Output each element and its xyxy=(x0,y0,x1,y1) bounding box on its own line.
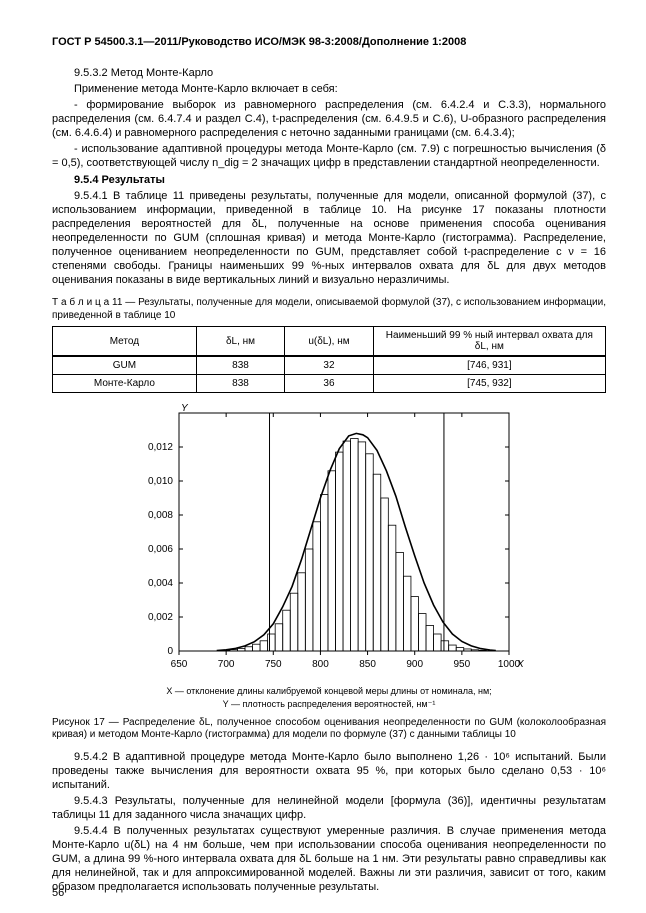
distribution-chart: 650700750800850900950100000,0020,0040,00… xyxy=(129,401,529,681)
axis-caption-y: Y — плотность распределения вероятностей… xyxy=(52,699,606,710)
col-method: Метод xyxy=(53,327,197,357)
cell: 32 xyxy=(285,356,373,375)
svg-text:950: 950 xyxy=(454,659,471,670)
body-text: 9.5.4.1 В таблице 11 приведены результат… xyxy=(52,189,606,288)
figure-caption: Рисунок 17 — Распределение δL, полученно… xyxy=(52,717,606,742)
table-caption: Т а б л и ц а 11 — Результаты, полученны… xyxy=(52,297,606,322)
table-row: GUM 838 32 [746, 931] xyxy=(53,356,606,375)
table-row: Монте-Карло 838 36 [745, 932] xyxy=(53,375,606,393)
body-text: 9.5.4.3 Результаты, полученные для нелин… xyxy=(52,794,606,822)
cell: 36 xyxy=(285,375,373,393)
page-number: 56 xyxy=(52,887,64,899)
body-text: - формирование выборок из равномерного р… xyxy=(52,98,606,140)
svg-text:Y: Y xyxy=(181,403,189,414)
svg-text:0,004: 0,004 xyxy=(148,578,173,589)
col-dl: δL, нм xyxy=(196,327,284,357)
svg-text:0,012: 0,012 xyxy=(148,442,173,453)
body-text: 9.5.4.2 В адаптивной процедуре метода Мо… xyxy=(52,750,606,792)
cell: Монте-Карло xyxy=(53,375,197,393)
svg-text:750: 750 xyxy=(265,659,282,670)
results-table: Метод δL, нм u(δL), нм Наименьший 99 % н… xyxy=(52,326,606,393)
axis-caption-x: X — отклонение длины калибруемой концево… xyxy=(52,686,606,697)
svg-text:650: 650 xyxy=(171,659,188,670)
chart-container: 650700750800850900950100000,0020,0040,00… xyxy=(129,401,529,684)
svg-text:900: 900 xyxy=(406,659,423,670)
col-interval: Наименьший 99 % ный интервал охвата для … xyxy=(373,327,605,357)
svg-text:0: 0 xyxy=(167,646,173,657)
svg-text:700: 700 xyxy=(218,659,235,670)
svg-text:850: 850 xyxy=(359,659,376,670)
table-header-row: Метод δL, нм u(δL), нм Наименьший 99 % н… xyxy=(53,327,606,357)
col-udl: u(δL), нм xyxy=(285,327,373,357)
svg-text:0,010: 0,010 xyxy=(148,476,173,487)
cell: GUM xyxy=(53,356,197,375)
axis-x-text: X — отклонение длины калибруемой концево… xyxy=(166,686,491,696)
section-9-5-4: 9.5.4 Результаты xyxy=(52,173,606,187)
cell: [745, 932] xyxy=(373,375,605,393)
running-head: ГОСТ Р 54500.3.1—2011/Руководство ИСО/МЭ… xyxy=(52,36,606,48)
body-text: Применение метода Монте-Карло включает в… xyxy=(52,82,606,96)
body-text: 9.5.4.4 В полученных результатах существ… xyxy=(52,824,606,894)
axis-y-text: Y — плотность распределения вероятностей… xyxy=(223,699,436,709)
body-text: - использование адаптивной процедуры мет… xyxy=(52,142,606,170)
svg-text:X: X xyxy=(516,659,524,670)
svg-text:0,008: 0,008 xyxy=(148,510,173,521)
section-9-5-3-2: 9.5.3.2 Метод Монте-Карло xyxy=(52,66,606,80)
cell: 838 xyxy=(196,356,284,375)
document-page: ГОСТ Р 54500.3.1—2011/Руководство ИСО/МЭ… xyxy=(0,0,646,913)
svg-text:0,002: 0,002 xyxy=(148,612,173,623)
cell: 838 xyxy=(196,375,284,393)
svg-text:800: 800 xyxy=(312,659,329,670)
svg-text:0,006: 0,006 xyxy=(148,544,173,555)
cell: [746, 931] xyxy=(373,356,605,375)
